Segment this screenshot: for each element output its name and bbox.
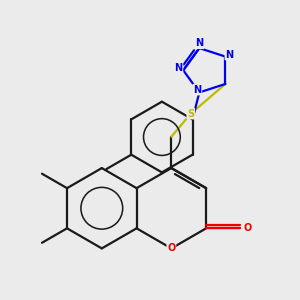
Text: O: O [243,223,252,233]
Text: S: S [187,109,194,119]
Text: N: N [225,50,233,60]
Text: N: N [195,38,203,48]
Text: O: O [167,243,176,254]
Text: N: N [193,85,201,94]
Text: N: N [174,63,182,73]
